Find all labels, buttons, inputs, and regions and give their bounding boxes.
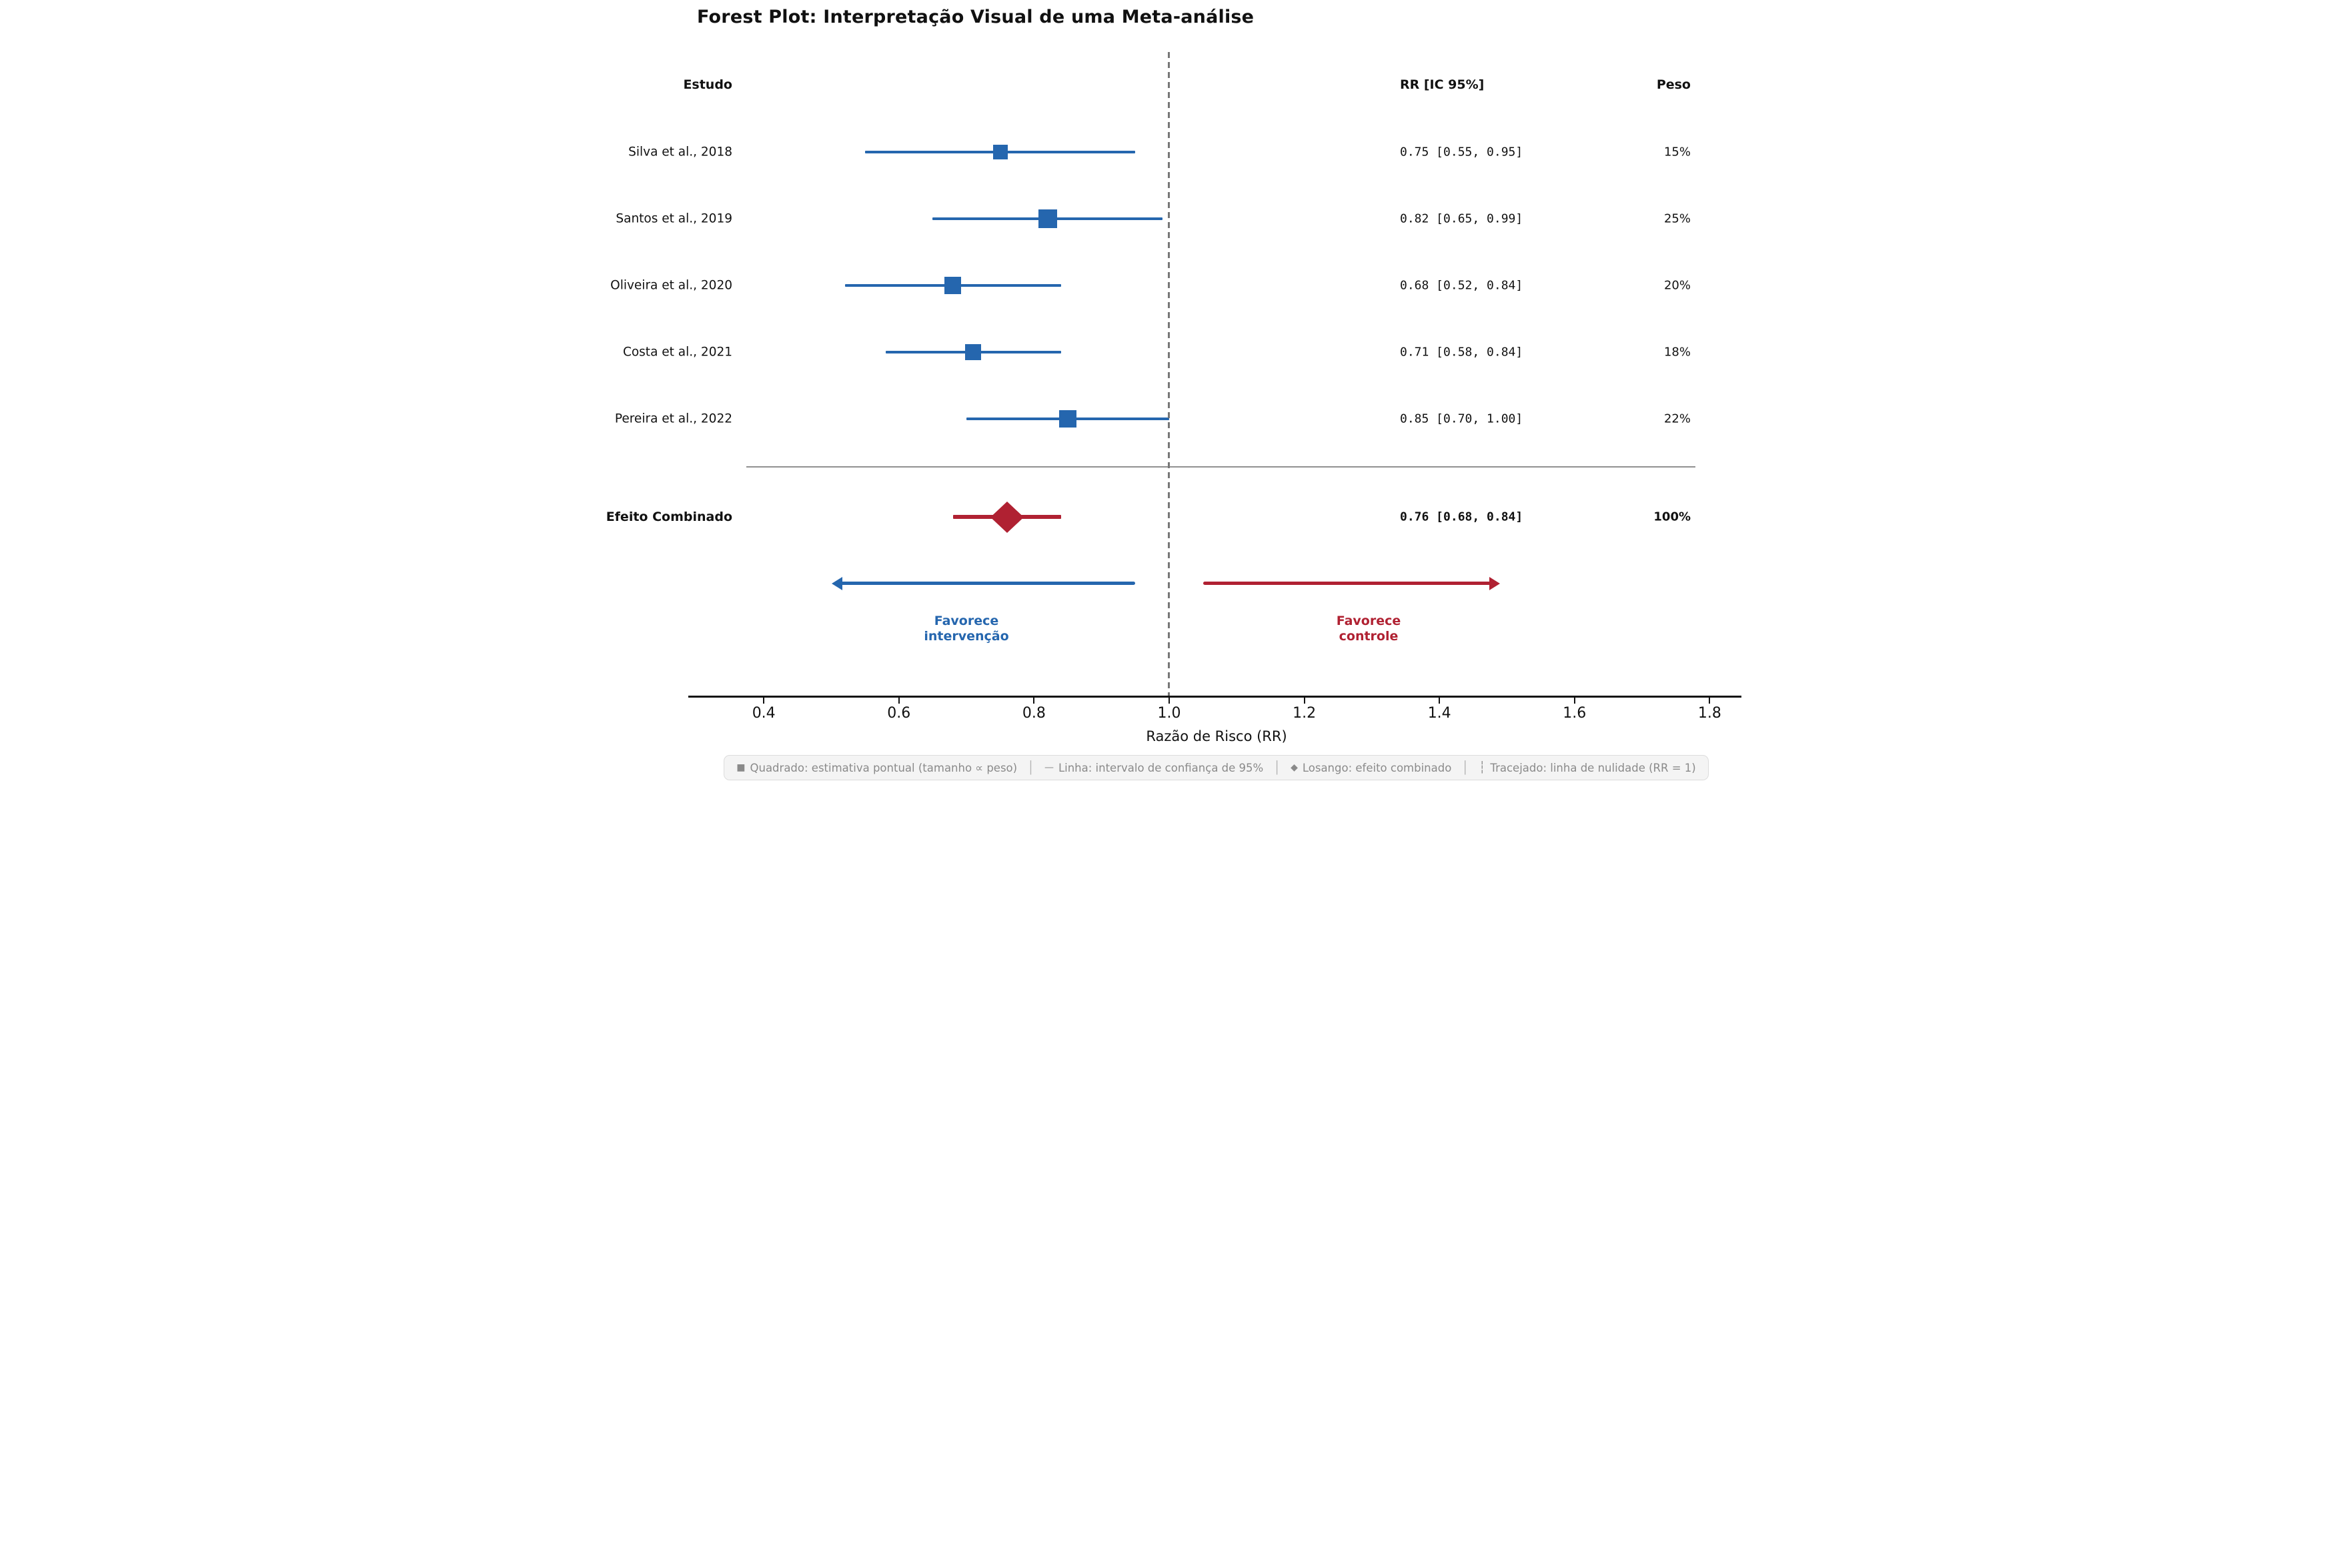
rr-value: 0.85 [0.70, 1.00] <box>1400 412 1523 426</box>
x-tick-mark <box>1033 698 1035 704</box>
column-header-estudo: Estudo <box>683 77 732 92</box>
summary-separator-line <box>746 466 1695 468</box>
x-tick-mark <box>1573 698 1575 704</box>
point-square <box>965 344 982 360</box>
weight-value: 15% <box>1663 145 1691 159</box>
favors-control-label: Favorece controle <box>1336 614 1401 644</box>
favors-intervention-label: Favorece intervenção <box>924 614 1009 644</box>
chart-title: Forest Plot: Interpretação Visual de uma… <box>697 7 1255 27</box>
null-line-dashed <box>1168 52 1170 696</box>
forest-plot-figure: Forest Plot: Interpretação Visual de uma… <box>582 0 1745 784</box>
legend-item: — Linha: intervalo de confiança de 95% <box>1044 762 1263 774</box>
study-label: Pereira et al., 2022 <box>614 412 732 426</box>
x-tick-label: 1.8 <box>1697 705 1721 722</box>
legend-item: ┆ Tracejado: linha de nulidade (RR = 1) <box>1479 761 1696 774</box>
x-tick-label: 1.0 <box>1157 705 1181 722</box>
legend-diamond-icon: ◆ <box>1291 762 1298 773</box>
favors-control-arrow-line <box>1203 582 1492 585</box>
legend-item-text: Losango: efeito combinado <box>1302 761 1452 774</box>
legend-item: ■ Quadrado: estimativa pontual (tamanho ∝… <box>736 762 1017 774</box>
weight-value: 20% <box>1663 278 1691 293</box>
combined-label: Efeito Combinado <box>606 510 732 524</box>
column-header-peso: Peso <box>1656 77 1691 92</box>
rr-value: 0.68 [0.52, 0.84] <box>1400 278 1523 293</box>
x-tick-mark <box>1169 698 1170 704</box>
x-tick-mark <box>763 698 765 704</box>
combined-diamond-icon <box>990 501 1024 536</box>
legend-item: ◆ Losango: efeito combinado <box>1291 762 1451 774</box>
study-label: Oliveira et al., 2020 <box>610 278 732 293</box>
x-tick-mark <box>1439 698 1441 704</box>
point-square <box>944 277 962 294</box>
combined-rr-value: 0.76 [0.68, 0.84] <box>1400 510 1523 524</box>
study-label: Santos et al., 2019 <box>616 211 732 226</box>
x-tick-mark <box>898 698 900 704</box>
left-arrow-head-icon <box>831 577 842 590</box>
legend-item-text: Tracejado: linha de nulidade (RR = 1) <box>1490 761 1696 774</box>
point-square <box>1058 410 1077 428</box>
point-square <box>1038 209 1057 228</box>
point-square <box>992 145 1008 159</box>
study-label: Silva et al., 2018 <box>628 145 732 159</box>
combined-weight-value: 100% <box>1653 510 1691 524</box>
column-header-rr: RR [IC 95%] <box>1400 77 1485 92</box>
x-tick-label: 1.4 <box>1427 705 1451 722</box>
legend-separator: │ <box>1027 760 1034 775</box>
rr-value: 0.75 [0.55, 0.95] <box>1400 145 1523 159</box>
weight-value: 22% <box>1663 412 1691 426</box>
rr-value: 0.82 [0.65, 0.99] <box>1400 211 1523 226</box>
right-arrow-head-icon <box>1489 577 1501 590</box>
x-tick-mark <box>1709 698 1711 704</box>
weight-value: 25% <box>1663 211 1691 226</box>
x-tick-label: 0.6 <box>887 705 911 722</box>
rr-value: 0.71 [0.58, 0.84] <box>1400 345 1523 359</box>
legend-item-text: Linha: intervalo de confiança de 95% <box>1058 761 1264 774</box>
legend-bar: ■ Quadrado: estimativa pontual (tamanho ∝… <box>724 755 1709 780</box>
x-axis-title: Razão de Risco (RR) <box>1146 728 1287 744</box>
x-axis-line <box>688 696 1741 698</box>
x-tick-mark <box>1303 698 1305 704</box>
x-tick-label: 1.6 <box>1563 705 1587 722</box>
legend-item-text: Quadrado: estimativa pontual (tamanho ∝ … <box>750 761 1018 774</box>
x-tick-label: 0.8 <box>1022 705 1046 722</box>
study-label: Costa et al., 2021 <box>622 345 732 359</box>
x-tick-label: 1.2 <box>1293 705 1317 722</box>
weight-value: 18% <box>1663 345 1691 359</box>
legend-square-icon: ■ <box>736 762 746 773</box>
legend-separator: │ <box>1461 760 1469 775</box>
favors-intervention-arrow-line <box>840 582 1136 585</box>
x-tick-label: 0.4 <box>752 705 776 722</box>
legend-dashed-icon: ┆ <box>1479 761 1486 774</box>
legend-line-icon: — <box>1044 762 1054 773</box>
legend-separator: │ <box>1273 760 1281 775</box>
